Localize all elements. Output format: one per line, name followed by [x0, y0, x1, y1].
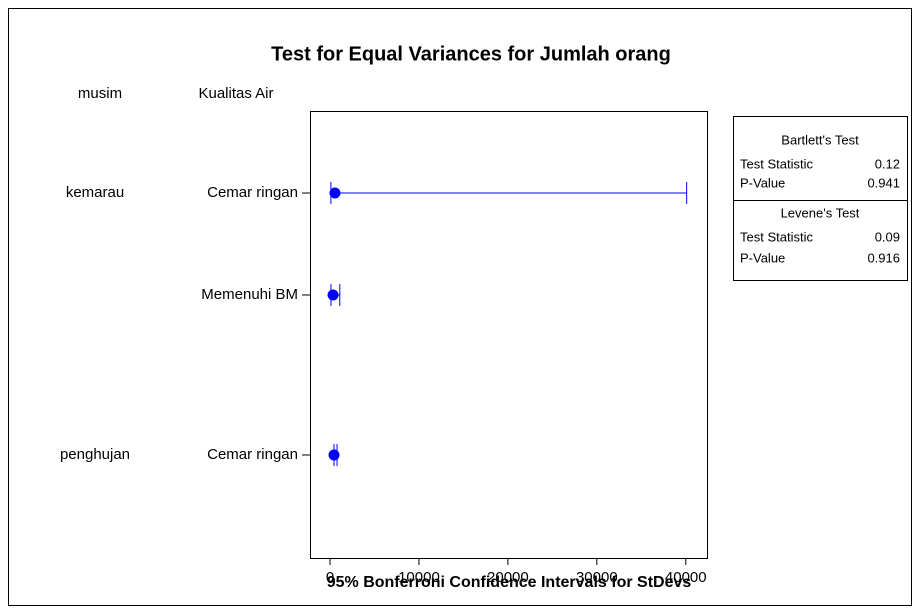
test-name: Bartlett's Test [781, 132, 859, 147]
test-label: P-Value [740, 250, 785, 265]
factor-header: musim [78, 85, 122, 102]
test-label: P-Value [740, 175, 785, 190]
plot-frame [310, 111, 708, 559]
group-label: kemarau [66, 184, 124, 201]
test-name: Levene's Test [781, 205, 860, 220]
test-value: 0.916 [867, 250, 900, 265]
y-tick-label: Cemar ringan [207, 446, 298, 463]
test-value: 0.09 [875, 229, 900, 244]
test-value: 0.941 [867, 175, 900, 190]
tests-box [733, 116, 908, 281]
y-tick-label: Memenuhi BM [201, 286, 298, 303]
factor-header: Kualitas Air [198, 85, 273, 102]
x-axis-label: 95% Bonferroni Confidence Intervals for … [327, 574, 692, 591]
x-tick-label: 40000 [665, 569, 707, 586]
point [329, 187, 341, 199]
test-value: 0.12 [875, 156, 900, 171]
y-tick-label: Cemar ringan [207, 184, 298, 201]
test-label: Test Statistic [740, 156, 813, 171]
x-tick-label: 10000 [398, 569, 440, 586]
x-tick-label: 0 [326, 569, 334, 586]
point [327, 289, 339, 301]
group-label: penghujan [60, 446, 130, 463]
test-label: Test Statistic [740, 229, 813, 244]
point [328, 449, 340, 461]
x-tick-label: 30000 [576, 569, 618, 586]
x-tick-label: 20000 [487, 569, 529, 586]
chart-title: Test for Equal Variances for Jumlah oran… [271, 43, 671, 65]
